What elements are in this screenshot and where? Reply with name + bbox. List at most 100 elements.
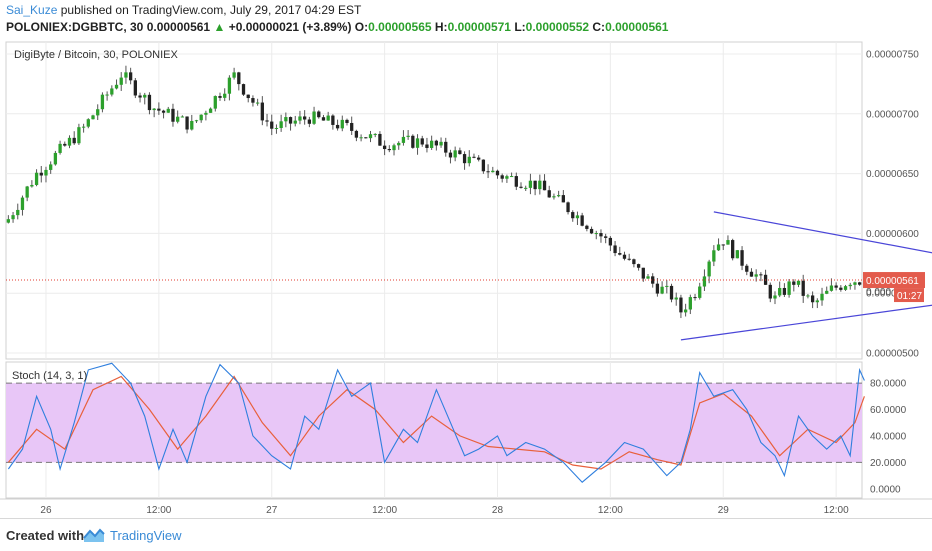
- candle-body: [745, 265, 749, 272]
- chart-canvas[interactable]: 2612:002712:002812:002912:003012:00310.0…: [0, 38, 932, 518]
- y-tick-label: 0.00000650: [866, 169, 919, 180]
- candle-body: [110, 88, 114, 95]
- candle-body: [96, 109, 100, 116]
- candle-body: [241, 84, 246, 95]
- candle-body: [782, 287, 787, 295]
- candle-body: [213, 96, 217, 109]
- candle-body: [368, 134, 373, 139]
- tradingview-brand[interactable]: TradingView: [110, 528, 182, 543]
- candle-body: [552, 196, 556, 198]
- candle-body: [100, 94, 105, 110]
- candle-body: [627, 258, 631, 260]
- candle-body: [820, 293, 824, 301]
- author-link[interactable]: Sai_Kuze: [6, 3, 58, 17]
- y-tick-label: 0.00000750: [866, 49, 919, 60]
- candle-body: [542, 180, 547, 191]
- candle-body: [467, 156, 471, 164]
- x-tick-label: 12:00: [146, 505, 171, 516]
- candle-body: [430, 140, 434, 148]
- candle-body: [669, 285, 674, 300]
- candle-body: [500, 175, 504, 179]
- candle-body: [255, 102, 260, 104]
- candle-body: [580, 215, 584, 226]
- candle-body: [185, 116, 189, 130]
- candle-body: [124, 72, 128, 78]
- candle-body: [274, 127, 279, 129]
- low-value: 0.00000552: [525, 20, 590, 34]
- candle-body: [354, 130, 359, 138]
- candle-body: [265, 120, 269, 122]
- candle-body: [345, 119, 349, 123]
- stoch-y-tick-label: 0.0000: [870, 484, 901, 495]
- candle-body: [815, 300, 819, 303]
- tradingview-logo-icon: [83, 528, 105, 542]
- last-price-badge: [863, 272, 925, 289]
- candle-body: [114, 84, 119, 89]
- candle-body: [359, 137, 363, 139]
- candle-body: [298, 116, 302, 121]
- candle-body: [444, 141, 448, 153]
- candle-body: [792, 281, 796, 285]
- candle-body: [260, 102, 264, 121]
- candle-body: [778, 287, 782, 296]
- candle-body: [434, 140, 438, 146]
- x-tick-label: 12:00: [372, 505, 397, 516]
- candle-body: [806, 295, 810, 297]
- stoch-y-tick-label: 20.0000: [870, 458, 907, 469]
- candle-body: [801, 280, 805, 296]
- candle-body: [11, 215, 15, 220]
- candle-body: [227, 77, 232, 94]
- open-label: O:: [354, 20, 369, 34]
- candle-body: [674, 297, 678, 300]
- candle-body: [448, 152, 453, 158]
- price-change: +0.00000021 (+3.89%): [228, 20, 352, 34]
- candle-body: [839, 287, 843, 290]
- candle-body: [796, 280, 801, 285]
- candle-body: [514, 176, 518, 187]
- candle-body: [39, 172, 43, 176]
- high-value: 0.00000571: [447, 20, 511, 34]
- candle-body: [6, 219, 10, 223]
- candle-body: [44, 169, 48, 176]
- last-price-label: 0.00000561: [866, 276, 919, 287]
- up-arrow-icon: ▲: [213, 20, 226, 34]
- candle-body: [740, 250, 744, 266]
- x-tick-label: 12:00: [824, 505, 849, 516]
- candle-body: [575, 215, 580, 219]
- stoch-d-line: [7, 375, 865, 470]
- candle-body: [533, 180, 537, 190]
- close-label: C:: [592, 20, 606, 34]
- candle-body: [397, 142, 401, 146]
- partial-price-label: 0.000: [866, 287, 891, 298]
- candle-body: [30, 184, 34, 187]
- symbol-label: POLONIEX:DGBBTC, 30: [6, 20, 144, 34]
- candle-body: [622, 254, 627, 259]
- chart-footer: Created with TradingView: [0, 518, 932, 551]
- candle-body: [401, 136, 406, 143]
- candle-body: [524, 187, 528, 189]
- candle-body: [237, 72, 241, 85]
- candle-body: [303, 116, 307, 120]
- candle-body: [312, 111, 316, 124]
- candle-body: [49, 164, 53, 170]
- candle-body: [477, 157, 481, 160]
- candle-body: [495, 170, 500, 176]
- candle-body: [317, 111, 321, 118]
- candle-body: [223, 93, 227, 98]
- symbol-line: POLONIEX:DGBBTC, 30 0.00000561 ▲ +0.0000…: [6, 20, 668, 34]
- candle-body: [373, 133, 377, 135]
- candle-body: [556, 195, 561, 197]
- candle-body: [77, 127, 81, 144]
- candle-body: [458, 150, 462, 155]
- candle-body: [646, 276, 650, 279]
- candle-body: [326, 115, 330, 121]
- candle-body: [270, 121, 274, 129]
- candle-body: [218, 96, 222, 98]
- candle-body: [190, 120, 194, 130]
- candle-body: [726, 240, 730, 245]
- candle-body: [472, 156, 476, 158]
- candle-body: [176, 116, 180, 122]
- candle-body: [378, 133, 382, 146]
- candle-body: [415, 138, 420, 148]
- candle-body: [63, 143, 67, 146]
